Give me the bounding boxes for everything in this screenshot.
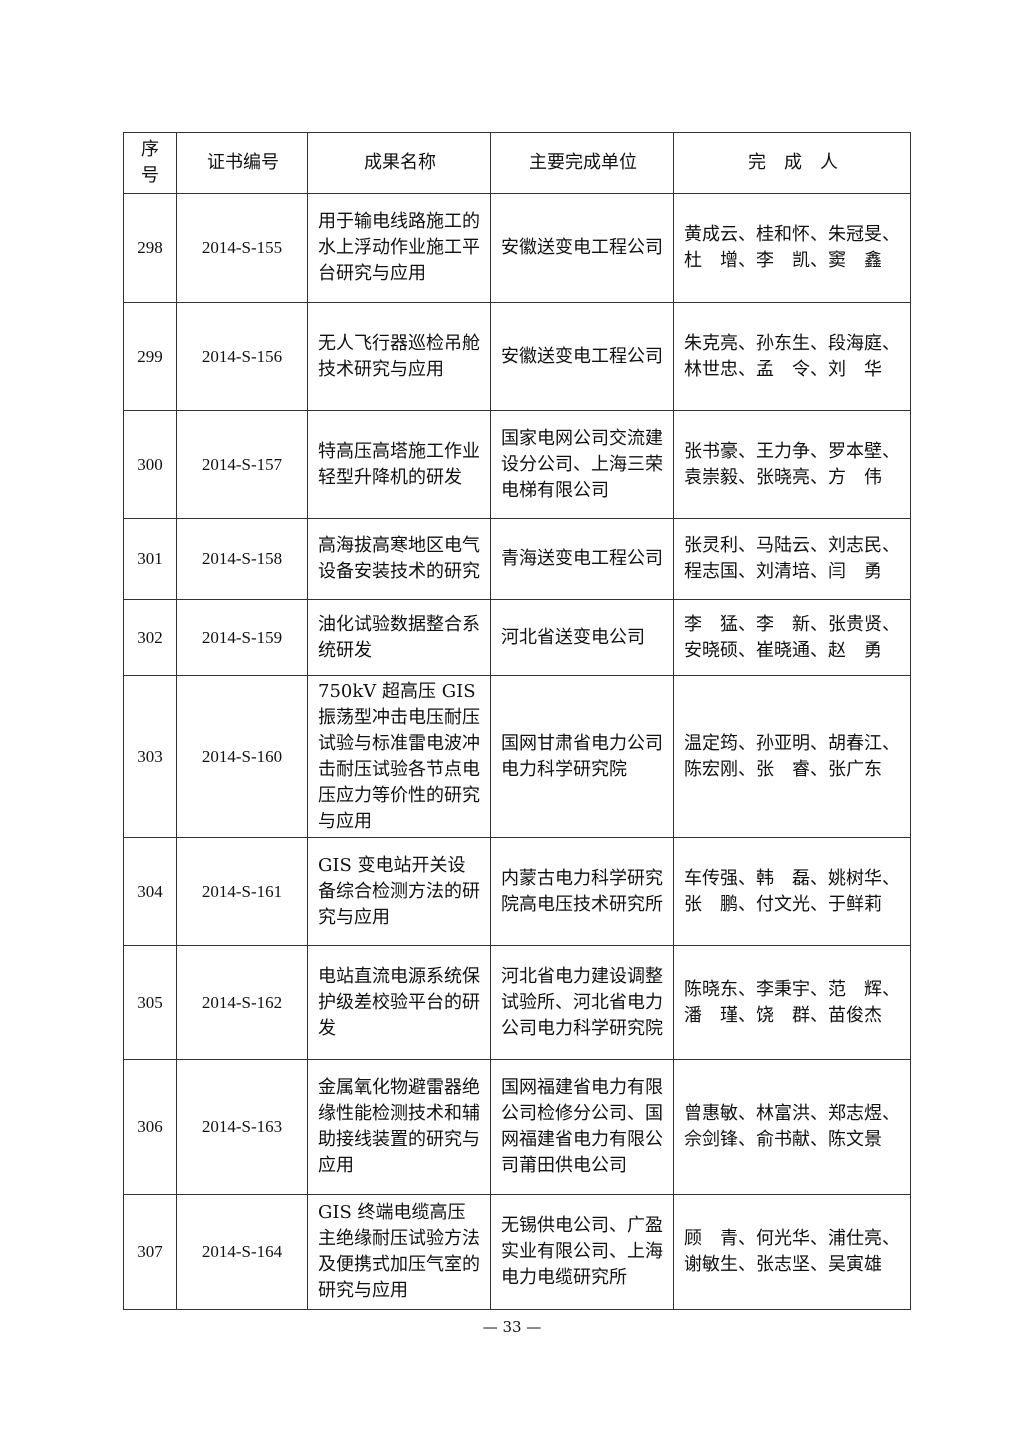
completing-unit: 国网甘肃省电力公司电力科学研究院 (490, 675, 674, 838)
completers: 张灵利、马陆云、刘志民、程志国、刘清培、闫 勇 (673, 518, 911, 600)
completing-unit: 安徽送变电工程公司 (490, 302, 674, 411)
table-row: 305 2014-S-162 电站直流电源系统保护级差校验平台的研发 河北省电力建设调… (123, 945, 911, 1060)
row-number: 303 (123, 675, 177, 838)
achievement-name: 特高压高塔施工作业轻型升降机的研发 (307, 410, 491, 519)
row-number: 305 (123, 945, 177, 1060)
completers: 张书豪、王力争、罗本壁、袁崇毅、张晓亮、方 伟 (673, 410, 911, 519)
header-name: 成果名称 (307, 132, 491, 194)
header-unit: 主要完成单位 (490, 132, 674, 194)
table-row: 299 2014-S-156 无人飞行器巡检吊舱技术研究与应用 安徽送变电工程公司 朱克… (123, 302, 911, 411)
table-row: 303 2014-S-160 750kV 超高压 GIS 振荡型冲击电压耐压试验与标… (123, 675, 911, 838)
achievement-name: GIS 终端电缆高压主绝缘耐压试验方法及便携式加压气室的研究与应用 (307, 1194, 491, 1310)
completing-unit: 河北省电力建设调整试验所、河北省电力公司电力科学研究院 (490, 945, 674, 1060)
completers: 温定筠、孙亚明、胡春江、陈宏刚、张 睿、张广东 (673, 675, 911, 838)
certificate-number: 2014-S-163 (176, 1059, 308, 1195)
row-number: 304 (123, 837, 177, 946)
table-row: 301 2014-S-158 高海拔高寒地区电气设备安装技术的研究 青海送变电工程公司… (123, 518, 911, 600)
certificate-number: 2014-S-158 (176, 518, 308, 600)
achievement-name: 油化试验数据整合系统研发 (307, 599, 491, 676)
table-row: 304 2014-S-161 GIS 变电站开关设备综合检测方法的研究与应用 内蒙古电… (123, 837, 911, 946)
certificate-number: 2014-S-162 (176, 945, 308, 1060)
achievement-name: 电站直流电源系统保护级差校验平台的研发 (307, 945, 491, 1060)
page-number: — 33 — (482, 1318, 542, 1336)
table-row: 298 2014-S-155 用于输电线路施工的水上浮动作业施工平台研究与应用 安徽送… (123, 193, 911, 303)
completers: 李 猛、李 新、张贵贤、安晓硕、崔晓通、赵 勇 (673, 599, 911, 676)
achievement-name: 高海拔高寒地区电气设备安装技术的研究 (307, 518, 491, 600)
completing-unit: 无锡供电公司、广盈实业有限公司、上海电力电缆研究所 (490, 1194, 674, 1310)
table-row: 306 2014-S-163 金属氧化物避雷器绝缘性能检测技术和辅助接线装置的研究与… (123, 1059, 911, 1195)
certificate-number: 2014-S-156 (176, 302, 308, 411)
completers: 朱克亮、孙东生、段海庭、林世忠、孟 令、刘 华 (673, 302, 911, 411)
completers: 车传强、韩 磊、姚树华、张 鹏、付文光、于鲜莉 (673, 837, 911, 946)
row-number: 299 (123, 302, 177, 411)
completers: 曾惠敏、林富洪、郑志煜、佘剑锋、俞书献、陈文景 (673, 1059, 911, 1195)
completers: 顾 青、何光华、浦仕亮、谢敏生、张志坚、吴寅雄 (673, 1194, 911, 1310)
row-number: 306 (123, 1059, 177, 1195)
row-number: 302 (123, 599, 177, 676)
achievement-name: 750kV 超高压 GIS 振荡型冲击电压耐压试验与标准雷电波冲击耐压试验各节点… (307, 675, 491, 838)
completing-unit: 安徽送变电工程公司 (490, 193, 674, 303)
achievement-name: 无人飞行器巡检吊舱技术研究与应用 (307, 302, 491, 411)
completers: 黄成云、桂和怀、朱冠旻、杜 增、李 凯、窦 鑫 (673, 193, 911, 303)
table-row: 307 2014-S-164 GIS 终端电缆高压主绝缘耐压试验方法及便携式加压气室… (123, 1194, 911, 1310)
achievement-name: 金属氧化物避雷器绝缘性能检测技术和辅助接线装置的研究与应用 (307, 1059, 491, 1195)
completing-unit: 内蒙古电力科学研究院高电压技术研究所 (490, 837, 674, 946)
row-number: 300 (123, 410, 177, 519)
header-cert: 证书编号 (176, 132, 308, 194)
header-people: 完 成 人 (673, 132, 911, 194)
completing-unit: 青海送变电工程公司 (490, 518, 674, 600)
completing-unit: 河北省送变电公司 (490, 599, 674, 676)
table-row: 302 2014-S-159 油化试验数据整合系统研发 河北省送变电公司李 猛、李 新… (123, 599, 911, 676)
completers: 陈晓东、李秉宇、范 辉、潘 瑾、饶 群、苗俊杰 (673, 945, 911, 1060)
certificate-number: 2014-S-160 (176, 675, 308, 838)
certificate-number: 2014-S-159 (176, 599, 308, 676)
achievement-name: GIS 变电站开关设备综合检测方法的研究与应用 (307, 837, 491, 946)
row-number: 298 (123, 193, 177, 303)
certificate-number: 2014-S-164 (176, 1194, 308, 1310)
table-row: 300 2014-S-157 特高压高塔施工作业轻型升降机的研发 国家电网公司交流建设… (123, 410, 911, 519)
completing-unit: 国家电网公司交流建设分公司、上海三荣电梯有限公司 (490, 410, 674, 519)
certificate-number: 2014-S-161 (176, 837, 308, 946)
row-number: 301 (123, 518, 177, 600)
row-number: 307 (123, 1194, 177, 1310)
certificate-number: 2014-S-157 (176, 410, 308, 519)
achievement-name: 用于输电线路施工的水上浮动作业施工平台研究与应用 (307, 193, 491, 303)
certificate-number: 2014-S-155 (176, 193, 308, 303)
awards-table: 序号 证书编号 成果名称 主要完成单位 完 成 人 298 2014-S-155 用… (123, 132, 911, 1310)
table-header-row: 序号 证书编号 成果名称 主要完成单位 完 成 人 (123, 132, 911, 194)
header-no: 序号 (123, 132, 177, 194)
completing-unit: 国网福建省电力有限公司检修分公司、国网福建省电力有限公司莆田供电公司 (490, 1059, 674, 1195)
